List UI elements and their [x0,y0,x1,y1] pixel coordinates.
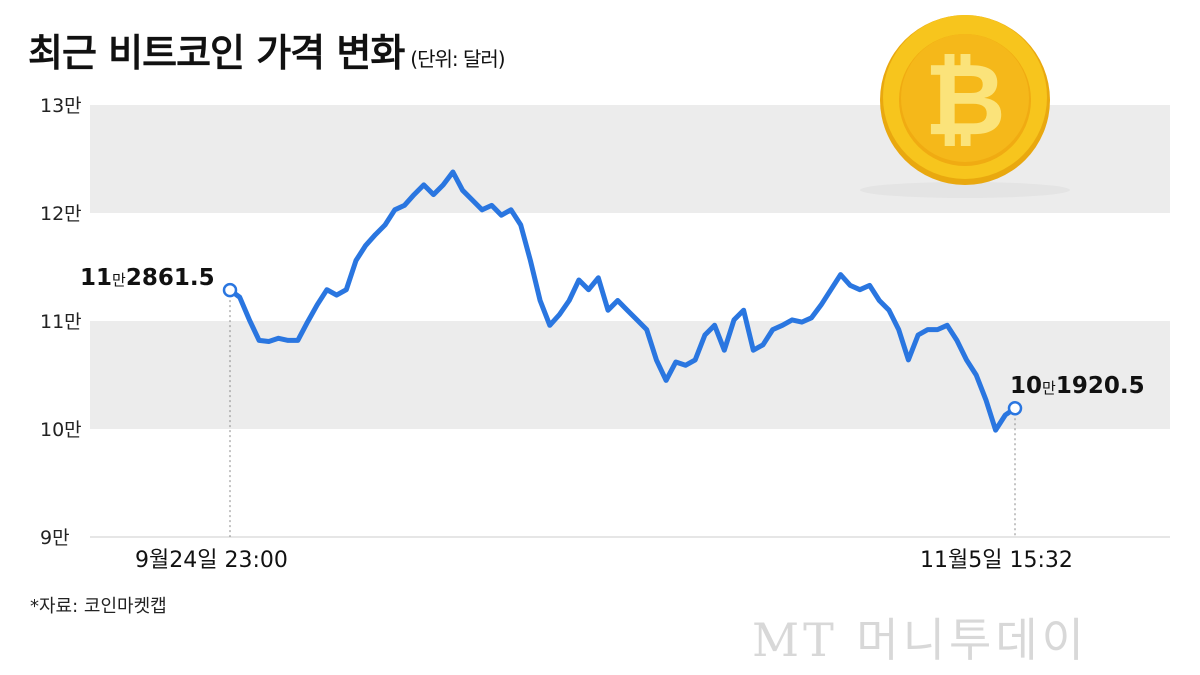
end-point-marker [1007,401,1023,416]
y-tick-label: 11만 [40,311,82,333]
bitcoin-coin-icon: ₿ [860,15,1070,198]
start-value-label: 11만2861.5 [80,265,215,291]
svg-text:₿: ₿ [924,41,1006,158]
y-tick-label: 13만 [40,95,82,117]
x-tick-end: 11월5일 15:32 [920,548,1073,573]
watermark-logo: MT 머니투데이 [752,613,1089,667]
y-tick-label: 9만 [40,527,70,549]
title-text: 최근 비트코인 가격 변화 [28,31,405,75]
x-tick-start: 9월24일 23:00 [135,548,288,573]
y-tick-label: 12만 [40,203,82,225]
source-note: *자료: 코인마켓캡 [30,596,167,617]
price-line [228,169,1017,433]
unit-label: (단위: 달러) [410,47,505,71]
start-point-marker [222,282,238,298]
y-tick-label: 10만 [40,419,82,441]
chart-title: 최근 비트코인 가격 변화 (단위: 달러) [28,22,506,77]
end-value-label: 10만1920.5 [1010,373,1145,399]
